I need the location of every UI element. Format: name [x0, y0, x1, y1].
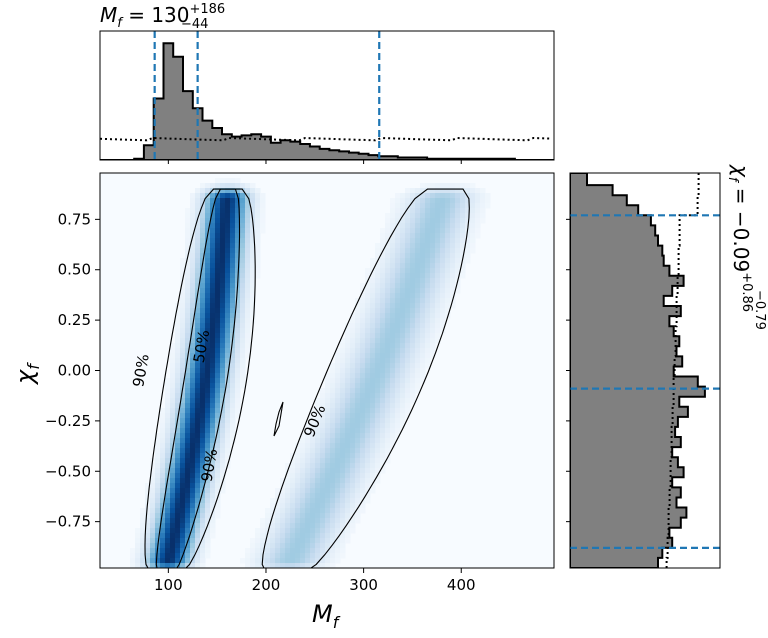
credible-contours — [144, 188, 470, 568]
spin-posterior-histogram — [570, 173, 706, 568]
x-tick-label: 200 — [252, 576, 281, 594]
right-marginal-title: χf = −0.09+0.86 — [725, 164, 754, 312]
top-marginal-panel — [99, 30, 555, 164]
contour-label: 50% — [190, 328, 214, 364]
contour-label: 90% — [198, 447, 222, 483]
y-tick-label: 0.25 — [58, 311, 91, 329]
mass-prior-histogram — [100, 136, 552, 142]
top-marginal-ticks — [167, 160, 462, 164]
mass-posterior-histogram — [100, 42, 554, 160]
contour-90-high — [261, 188, 470, 568]
right-histogram — [570, 173, 720, 568]
right-marginal-panel — [566, 172, 721, 569]
y-tick-label: 0.50 — [58, 261, 91, 279]
contour-90-low — [144, 188, 256, 568]
contour-island — [273, 401, 284, 437]
spin-prior-histogram — [665, 173, 700, 568]
x-tick-label: 300 — [349, 576, 378, 594]
top-histogram — [100, 31, 554, 160]
x-axis-label: Mf — [312, 600, 341, 632]
contour-labels: 90%50%90%90% — [129, 328, 329, 483]
top-marginal-title-lower: −44 — [181, 17, 208, 32]
contour-label: 90% — [129, 353, 153, 389]
y-axis-label: χf — [11, 362, 43, 386]
top-marginal-frame — [99, 30, 555, 161]
y-tick-label: 0.75 — [58, 210, 91, 228]
right-marginal-title-lower: −0.79 — [752, 290, 767, 330]
top-marginal-title: Mf = 130+186 — [100, 2, 225, 31]
y-tick-label: −0.50 — [45, 462, 91, 480]
joint-ticks: 100 200 300 400 0.75 0.50 0.25 0.00 −0.25 −0.50 −0… — [45, 210, 476, 594]
x-tick-label: 400 — [447, 576, 476, 594]
right-marginal-ticks — [566, 218, 570, 523]
y-tick-label: 0.00 — [58, 362, 91, 380]
joint-panel: 90%50%90%90% 100 200 300 4000.750.500.250.0… — [45, 172, 555, 594]
y-tick-label: −0.75 — [45, 513, 91, 531]
x-tick-label: 100 — [154, 576, 183, 594]
y-tick-label: −0.25 — [45, 412, 91, 430]
contour-50-low — [155, 188, 241, 568]
